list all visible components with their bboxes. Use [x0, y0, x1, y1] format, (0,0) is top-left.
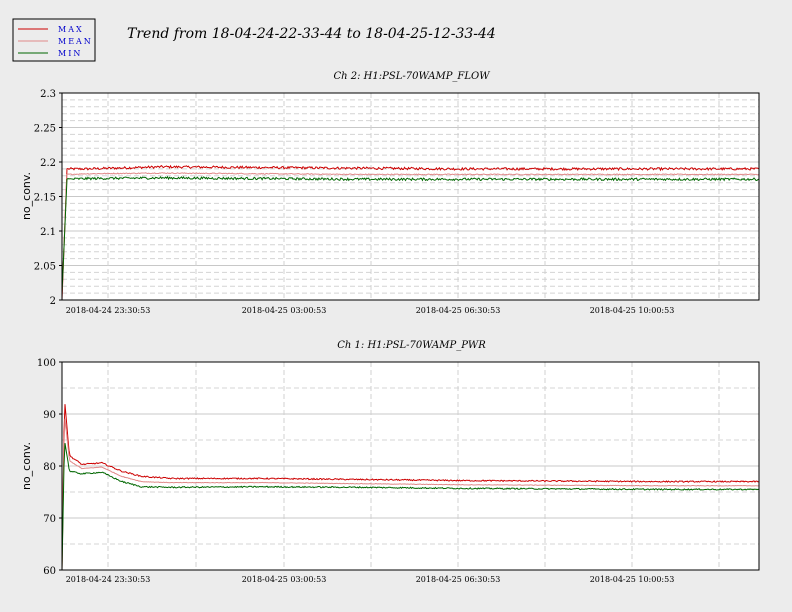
figure-title: Trend from 18-04-24-22-33-44 to 18-04-25…: [127, 26, 496, 42]
y-tick-label: 2.15: [34, 193, 56, 204]
legend-label-min: MIN: [58, 49, 82, 58]
x-tick-label: 2018-04-25 10:00:53: [590, 306, 675, 315]
series-line-min: [61, 443, 760, 571]
x-tick-label: 2018-04-25 06:30:53: [416, 306, 501, 315]
legend-label-max: MAX: [58, 25, 84, 34]
y-tick-label: 2: [50, 296, 56, 307]
chart-panel-1: 2 2.05 2.1 2.15 2.2 2.25 2.3 2018-04-24 23:30:5…: [20, 71, 760, 315]
series-line-mean: [61, 172, 760, 294]
x-tick-label: 2018-04-25 06:30:53: [416, 575, 501, 584]
legend: MAX MEAN MIN: [12, 18, 96, 62]
series-line-min: [61, 175, 760, 294]
x-tick-label: 2018-04-24 23:30:53: [66, 575, 151, 584]
legend-label-mean: MEAN: [58, 37, 93, 46]
x-tick-label: 2018-04-25 03:00:53: [242, 306, 327, 315]
legend-box: [12, 18, 96, 62]
chart-panel-2: 60 70 80 90 100 2018-04-24 23:30:53 2018-04-25…: [20, 340, 760, 584]
y-tick-label: 2.1: [40, 227, 56, 238]
y-tick-label: 2.25: [34, 124, 56, 135]
panel-title: Ch 1: H1:PSL-70WAMP_PWR: [337, 340, 486, 351]
y-axis-label: no_conv.: [20, 442, 33, 490]
x-tick-label: 2018-04-25 10:00:53: [590, 575, 675, 584]
y-tick-label: 70: [43, 514, 56, 525]
y-tick-label: 90: [43, 410, 56, 421]
y-tick-label: 2.3: [40, 89, 56, 100]
y-tick-label: 100: [37, 358, 56, 369]
x-tick-label: 2018-04-24 23:30:53: [66, 306, 151, 315]
y-axis-label: no_conv.: [20, 172, 33, 220]
panel-title: Ch 2: H1:PSL-70WAMP_FLOW: [334, 71, 491, 82]
x-tick-label: 2018-04-25 03:00:53: [242, 575, 327, 584]
y-tick-label: 2.2: [40, 158, 56, 169]
series-line-max: [61, 164, 760, 301]
y-tick-label: 60: [43, 566, 56, 577]
y-tick-label: 2.05: [34, 262, 56, 273]
series-line-mean: [61, 418, 760, 571]
y-tick-label: 80: [43, 462, 56, 473]
series-line-max: [61, 404, 760, 571]
